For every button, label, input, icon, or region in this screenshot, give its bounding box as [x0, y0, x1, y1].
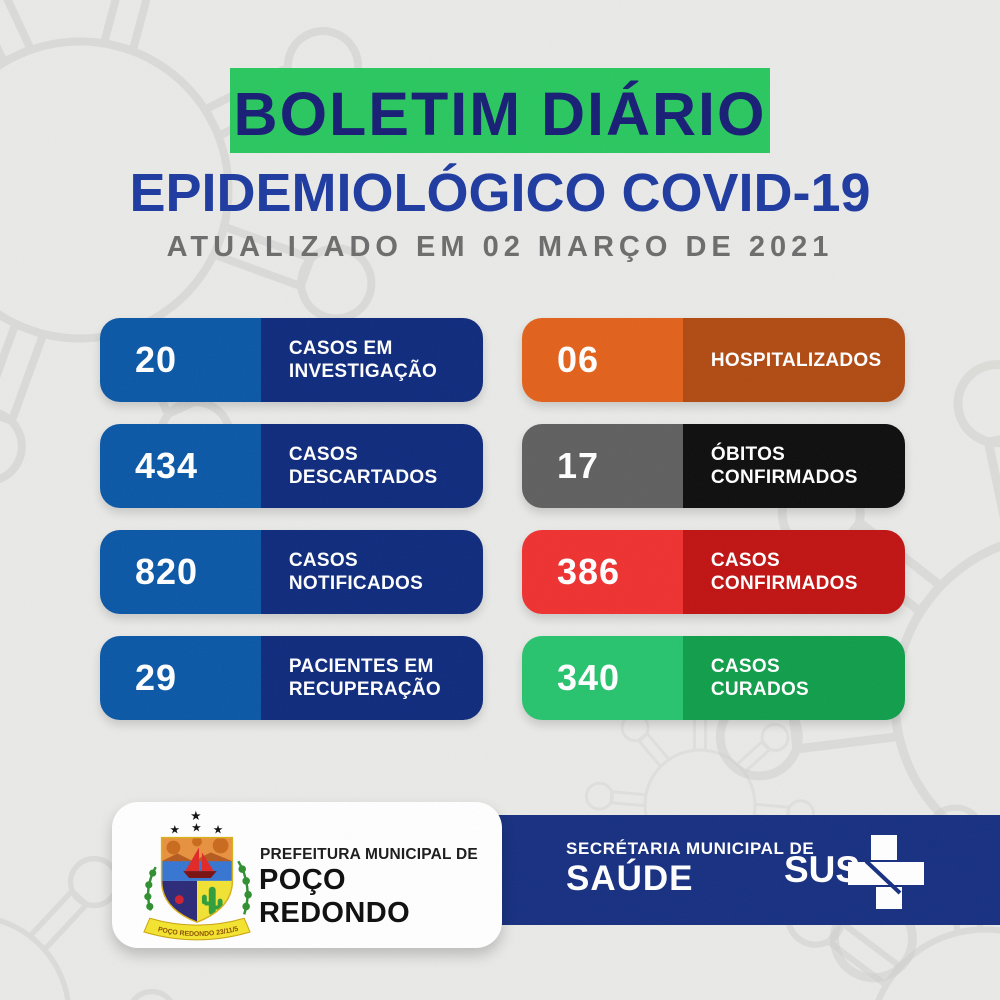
stat-value: 20 [100, 318, 261, 402]
stat-label-line: PACIENTES EM [288, 656, 434, 677]
stat-value: 340 [522, 636, 683, 720]
stat-card-hospitalizados: 06 HOSPITALIZADOS [522, 318, 905, 402]
stat-card-pacientes-recuperacao: 29 PACIENTES EM RECUPERAÇÃO [100, 636, 483, 720]
svg-text:★: ★ [191, 821, 202, 835]
page-title: BOLETIM DIÁRIO [233, 80, 767, 148]
stat-value: 29 [100, 636, 261, 720]
stat-label-line: CASOS EM [288, 338, 393, 359]
stat-label-line: CASOS [710, 656, 780, 677]
stat-label: CASOS CURADOS [682, 636, 905, 720]
page-subtitle: EPIDEMIOLÓGICO COVID-19 [129, 163, 871, 223]
prefeitura-name: POÇO REDONDO [259, 864, 411, 929]
stat-value: 06 [522, 318, 683, 402]
stat-card-casos-descartados: 434 CASOS DESCARTADOS [100, 424, 483, 508]
stat-label-line: DESCARTADOS [288, 467, 438, 488]
stat-label-line: INVESTIGAÇÃO [288, 361, 438, 382]
stat-label-line: CASOS [288, 550, 358, 571]
stat-value: 434 [100, 424, 261, 508]
prefeitura-card: ★ ★ ★ ★ [112, 802, 502, 948]
stat-card-casos-investigacao: 20 CASOS EM INVESTIGAÇÃO [100, 318, 483, 402]
stat-label: CASOS NOTIFICADOS [260, 530, 483, 614]
stat-label-line: CONFIRMADOS [710, 467, 858, 488]
stat-label: PACIENTES EM RECUPERAÇÃO [260, 636, 483, 720]
stats-grid: 20 CASOS EM INVESTIGAÇÃO 06 HOSPITALIZAD… [100, 318, 905, 720]
stat-label-line: HOSPITALIZADOS [710, 349, 882, 371]
svg-text:★: ★ [213, 823, 224, 837]
updated-date: ATUALIZADO EM 02 MARÇO DE 2021 [166, 231, 834, 263]
stat-label: CASOS EM INVESTIGAÇÃO [260, 318, 483, 402]
health-secretary-bar: SECRÉTARIA MUNICIPAL DE SAÚDE SUS [496, 815, 1000, 925]
stat-label: ÓBITOS CONFIRMADOS [682, 424, 905, 508]
stat-value: 17 [522, 424, 683, 508]
stat-card-casos-confirmados: 386 CASOS CONFIRMADOS [522, 530, 905, 614]
stat-card-casos-curados: 340 CASOS CURADOS [522, 636, 905, 720]
stat-label-line: NOTIFICADOS [288, 573, 424, 594]
secretary-name: SAÚDE [566, 859, 694, 898]
stat-label: CASOS CONFIRMADOS [682, 530, 905, 614]
stat-label: CASOS DESCARTADOS [260, 424, 483, 508]
stat-label: HOSPITALIZADOS [682, 318, 905, 402]
stat-label-line: CURADOS [710, 679, 810, 700]
svg-text:★: ★ [169, 823, 180, 837]
secretary-label: SECRÉTARIA MUNICIPAL DE [566, 839, 815, 858]
stat-value: 386 [522, 530, 683, 614]
stat-label-line: CONFIRMADOS [710, 573, 858, 594]
stat-card-obitos-confirmados: 17 ÓBITOS CONFIRMADOS [522, 424, 905, 508]
stat-label-line: ÓBITOS [710, 444, 786, 465]
sus-cross-icon [848, 835, 924, 909]
stat-value: 820 [100, 530, 261, 614]
stat-label-line: CASOS [288, 444, 358, 465]
stat-label-line: RECUPERAÇÃO [288, 679, 442, 700]
coat-of-arms: ★ ★ ★ ★ [138, 806, 252, 941]
stat-card-casos-notificados: 820 CASOS NOTIFICADOS [100, 530, 483, 614]
stat-label-line: CASOS [710, 550, 780, 571]
prefeitura-label: PREFEITURA MUNICIPAL DE [260, 846, 478, 863]
